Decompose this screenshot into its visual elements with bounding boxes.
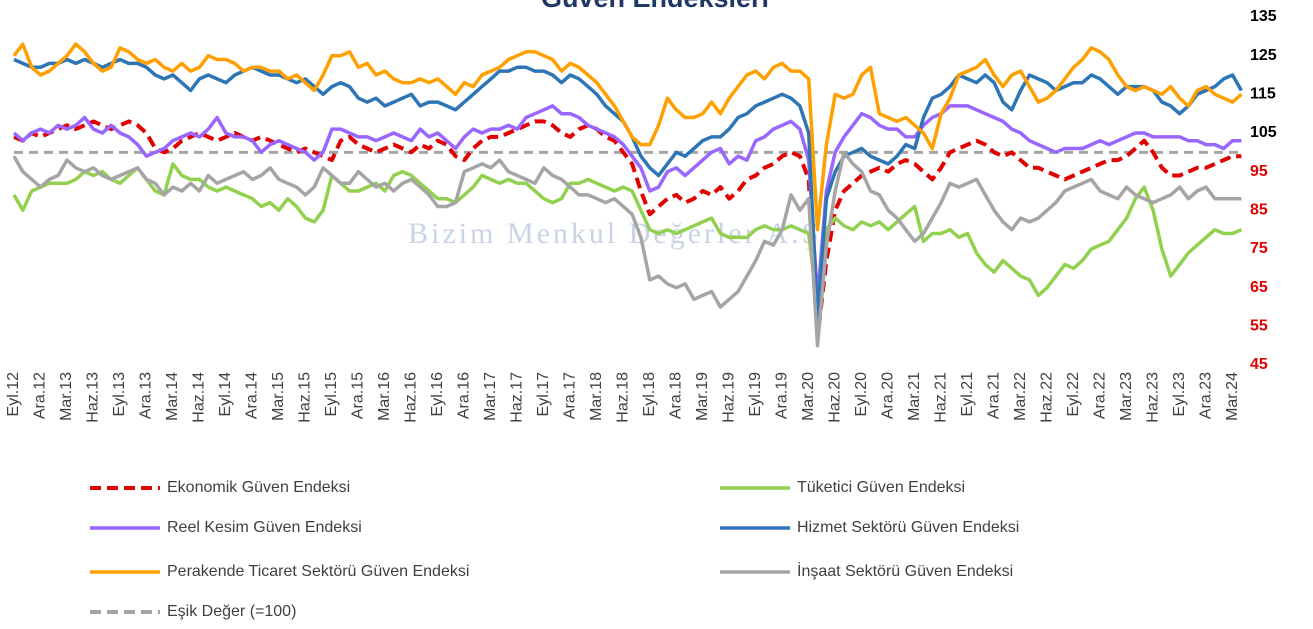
x-tick-label: Haz.22	[1038, 372, 1055, 423]
x-tick-label: Ara.12	[32, 372, 49, 419]
x-tick-label: Mar.14	[164, 372, 181, 421]
x-tick-label: Eyl.18	[641, 372, 658, 417]
x-tick-label: Eyl.12	[5, 372, 22, 417]
x-tick-label: Haz.21	[932, 372, 949, 423]
legend-label: Ekonomik Güven Endeksi	[167, 479, 350, 496]
x-tick-label: Mar.16	[376, 372, 393, 421]
x-tick-label: Haz.18	[614, 372, 631, 423]
y-tick-label: 65	[1250, 279, 1268, 296]
x-tick-label: Haz.20	[826, 372, 843, 423]
series-line	[12, 42, 1243, 232]
x-tick-label: Ara.17	[562, 372, 579, 419]
x-tick-label: Ara.14	[244, 372, 261, 419]
y-tick-label: 125	[1250, 47, 1277, 64]
x-tick-label: Mar.13	[58, 372, 75, 421]
x-tick-label: Ara.13	[138, 372, 155, 419]
series-line	[12, 162, 1243, 309]
x-tick-label: Haz.19	[720, 372, 737, 423]
watermark: Bizim Menkul Değerler A.Ş.	[408, 217, 832, 250]
y-tick-label: 115	[1250, 86, 1276, 103]
y-tick-label: 55	[1250, 318, 1268, 335]
x-tick-label: Ara.15	[350, 372, 367, 419]
x-tick-label: Ara.16	[456, 372, 473, 419]
x-tick-label: Eyl.22	[1065, 372, 1082, 417]
x-tick-label: Mar.15	[270, 372, 287, 421]
x-tick-label: Haz.23	[1144, 372, 1161, 423]
x-tick-label: Haz.14	[191, 372, 208, 423]
x-tick-label: Eyl.21	[959, 372, 976, 417]
x-tick-label: Haz.15	[297, 372, 314, 423]
legend-label: Eşik Değer (=100)	[167, 603, 296, 620]
x-tick-label: Eyl.15	[323, 372, 340, 417]
legend-label: Perakende Ticaret Sektörü Güven Endeksi	[167, 563, 469, 580]
x-tick-label: Eyl.17	[535, 372, 552, 417]
x-tick-label: Eyl.20	[853, 372, 870, 417]
x-tick-label: Haz.16	[403, 372, 420, 423]
x-tick-label: Ara.19	[773, 372, 790, 419]
x-tick-label: Eyl.14	[217, 372, 234, 417]
legend-label: İnşaat Sektörü Güven Endeksi	[797, 561, 1013, 580]
x-tick-label: Haz.17	[509, 372, 526, 423]
legend-label: Tüketici Güven Endeksi	[797, 479, 965, 496]
x-tick-label: Ara.22	[1091, 372, 1108, 419]
x-tick-label: Mar.23	[1118, 372, 1135, 421]
x-tick-label: Mar.20	[800, 372, 817, 421]
x-tick-label: Mar.24	[1224, 372, 1241, 421]
x-tick-label: Mar.22	[1012, 372, 1029, 421]
x-tick-label: Ara.18	[667, 372, 684, 419]
x-tick-label: Ara.20	[879, 372, 896, 419]
x-tick-label: Mar.17	[482, 372, 499, 421]
series-line	[12, 104, 1242, 302]
x-tick-label: Eyl.16	[429, 372, 446, 417]
y-tick-label: 105	[1250, 124, 1277, 141]
y-tick-label: 75	[1250, 240, 1268, 257]
y-tick-label: 85	[1250, 202, 1268, 219]
chart-title: Güven Endeksleri	[541, 0, 769, 13]
x-tick-label: Ara.23	[1197, 372, 1214, 419]
x-tick-label: Ara.21	[985, 372, 1002, 419]
x-tick-label: Mar.19	[694, 372, 711, 421]
x-tick-label: Mar.21	[906, 372, 923, 421]
series-line	[13, 119, 1242, 340]
x-tick-label: Eyl.13	[111, 372, 128, 417]
x-tick-label: Haz.13	[85, 372, 102, 423]
legend-label: Hizmet Sektörü Güven Endeksi	[797, 519, 1019, 536]
y-tick-label: 95	[1250, 163, 1268, 180]
x-tick-label: Eyl.19	[747, 372, 764, 417]
y-tick-label: 135	[1250, 8, 1277, 25]
x-tick-label: Mar.18	[588, 372, 605, 421]
legend-label: Reel Kesim Güven Endeksi	[167, 519, 362, 536]
series-line	[12, 150, 1242, 348]
y-tick-label: 45	[1250, 356, 1268, 373]
x-tick-label: Eyl.23	[1171, 372, 1188, 417]
